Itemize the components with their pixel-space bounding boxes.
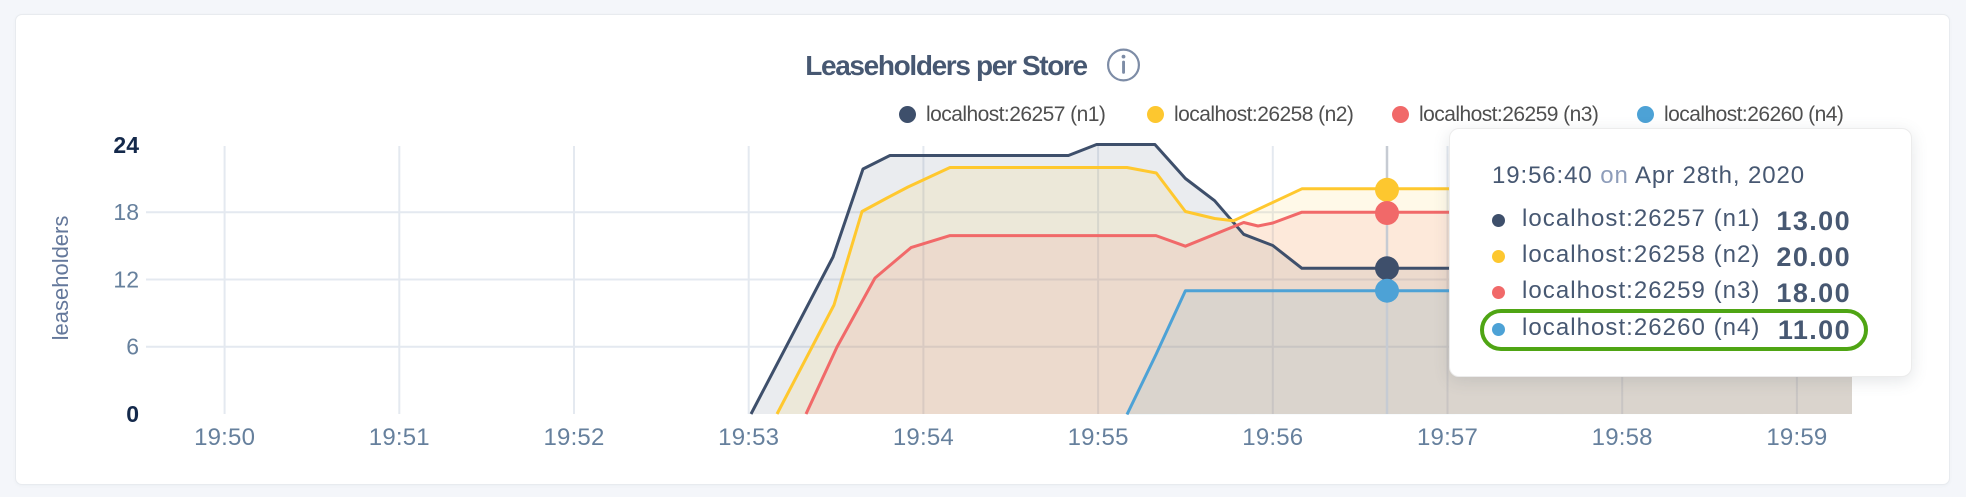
svg-text:leaseholders: leaseholders bbox=[48, 216, 73, 341]
svg-text:19:52: 19:52 bbox=[543, 424, 604, 451]
svg-text:19:50: 19:50 bbox=[194, 424, 255, 451]
svg-text:19:53: 19:53 bbox=[718, 424, 779, 451]
svg-text:19:57: 19:57 bbox=[1417, 424, 1478, 451]
svg-text:19:56: 19:56 bbox=[1242, 424, 1303, 451]
svg-text:12: 12 bbox=[113, 267, 139, 293]
svg-text:18: 18 bbox=[113, 199, 139, 225]
svg-text:19:58: 19:58 bbox=[1592, 424, 1653, 451]
svg-text:6: 6 bbox=[126, 334, 139, 360]
svg-text:19:51: 19:51 bbox=[369, 424, 430, 451]
svg-text:24: 24 bbox=[113, 132, 139, 158]
svg-text:19:55: 19:55 bbox=[1068, 424, 1129, 451]
svg-text:19:59: 19:59 bbox=[1766, 424, 1827, 451]
svg-text:19:54: 19:54 bbox=[893, 424, 954, 451]
svg-text:0: 0 bbox=[126, 401, 139, 427]
